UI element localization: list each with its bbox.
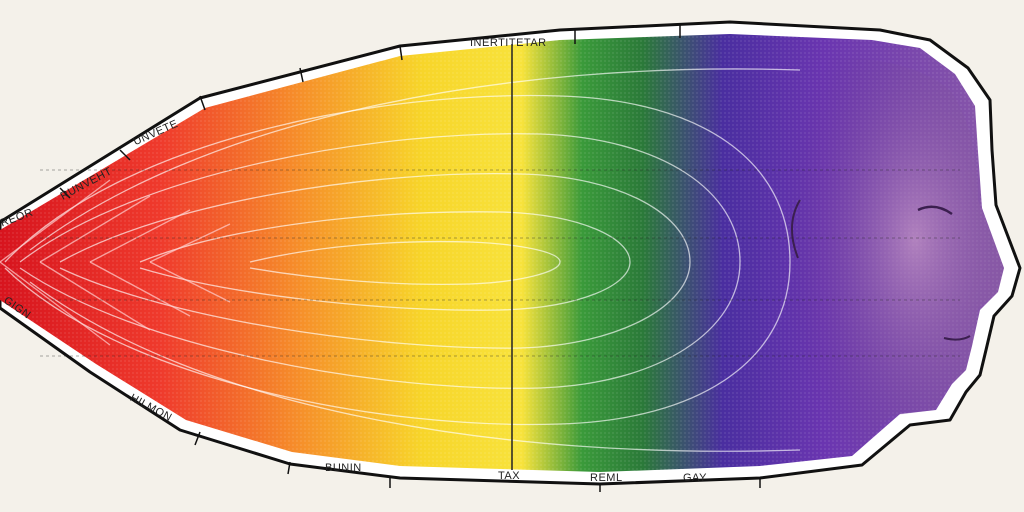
dot-texture — [0, 34, 1004, 472]
red-contour-lines — [0, 179, 231, 346]
face — [782, 58, 1004, 462]
label-top: INERTITETAR — [470, 37, 547, 49]
label-bottom-4: GAY — [683, 472, 707, 484]
label-bottom-3: REML — [590, 472, 623, 484]
label-bottom-1: BUNIN — [325, 462, 362, 474]
label-bottom-2: TAX — [498, 470, 521, 482]
mouth — [943, 335, 971, 341]
contour-lines — [4, 68, 801, 452]
ruler-ticks — [59, 24, 761, 492]
ear — [791, 199, 801, 259]
eye — [917, 205, 953, 216]
